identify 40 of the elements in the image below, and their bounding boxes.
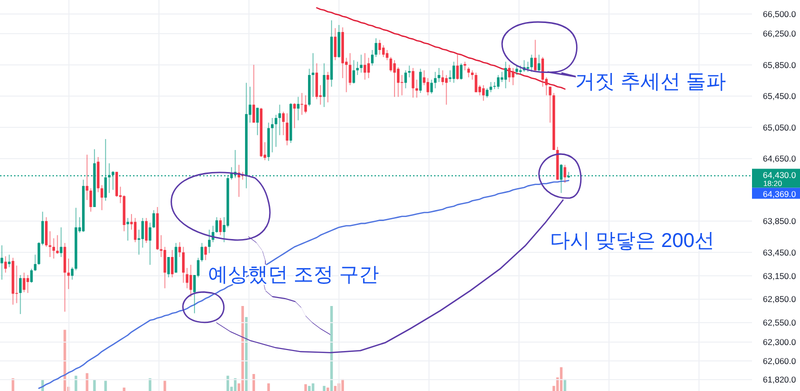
- bar: [122, 388, 126, 391]
- bar: [74, 376, 78, 391]
- bar: [104, 380, 107, 391]
- line-series: [316, 7, 566, 90]
- bar: [304, 384, 307, 391]
- annotation: 다시 맞닿은 200선: [550, 230, 714, 252]
- ref-line-label: 64,430.0: [762, 170, 796, 180]
- y-tick-label: 62,850.0: [762, 294, 796, 304]
- y-tick-label: 66,500.0: [762, 9, 796, 20]
- text: 64,369.0: [762, 188, 796, 199]
- annotation: 거짓 추세선 돌파: [575, 71, 726, 93]
- bar: [326, 388, 330, 391]
- bar: [86, 373, 88, 391]
- y-tick-label: 62,060.0: [762, 356, 796, 366]
- y-tick-label: 61,820.0: [762, 374, 796, 385]
- bar: [93, 380, 96, 391]
- bar: [12, 378, 14, 391]
- bar: [245, 317, 248, 391]
- bar: [164, 380, 166, 391]
- y-tick-label: 63,450.0: [762, 247, 796, 258]
- bar: [148, 378, 152, 391]
- bar: [241, 306, 244, 391]
- y-tick-label: 62,550.0: [762, 318, 796, 328]
- y-tick-label: 63,850.0: [762, 216, 796, 226]
- y-tick-label: 62,300.0: [762, 337, 796, 348]
- y-tick-label: 65,850.0: [762, 60, 796, 70]
- bar: [252, 374, 256, 391]
- y-tick-label: 65,450.0: [762, 91, 796, 102]
- bar: [334, 386, 337, 391]
- bar: [308, 386, 311, 391]
- y-tick-label: 64,650.0: [762, 154, 796, 164]
- bar: [226, 376, 230, 391]
- y-tick-label: 63,150.0: [762, 270, 796, 281]
- bar: [330, 306, 333, 391]
- y-tick-label: 65,050.0: [762, 122, 796, 132]
- bar: [267, 383, 270, 391]
- y-tick-label: 66,250.0: [762, 28, 796, 39]
- bar: [560, 367, 563, 391]
- bar: [322, 386, 326, 391]
- bar: [312, 383, 314, 391]
